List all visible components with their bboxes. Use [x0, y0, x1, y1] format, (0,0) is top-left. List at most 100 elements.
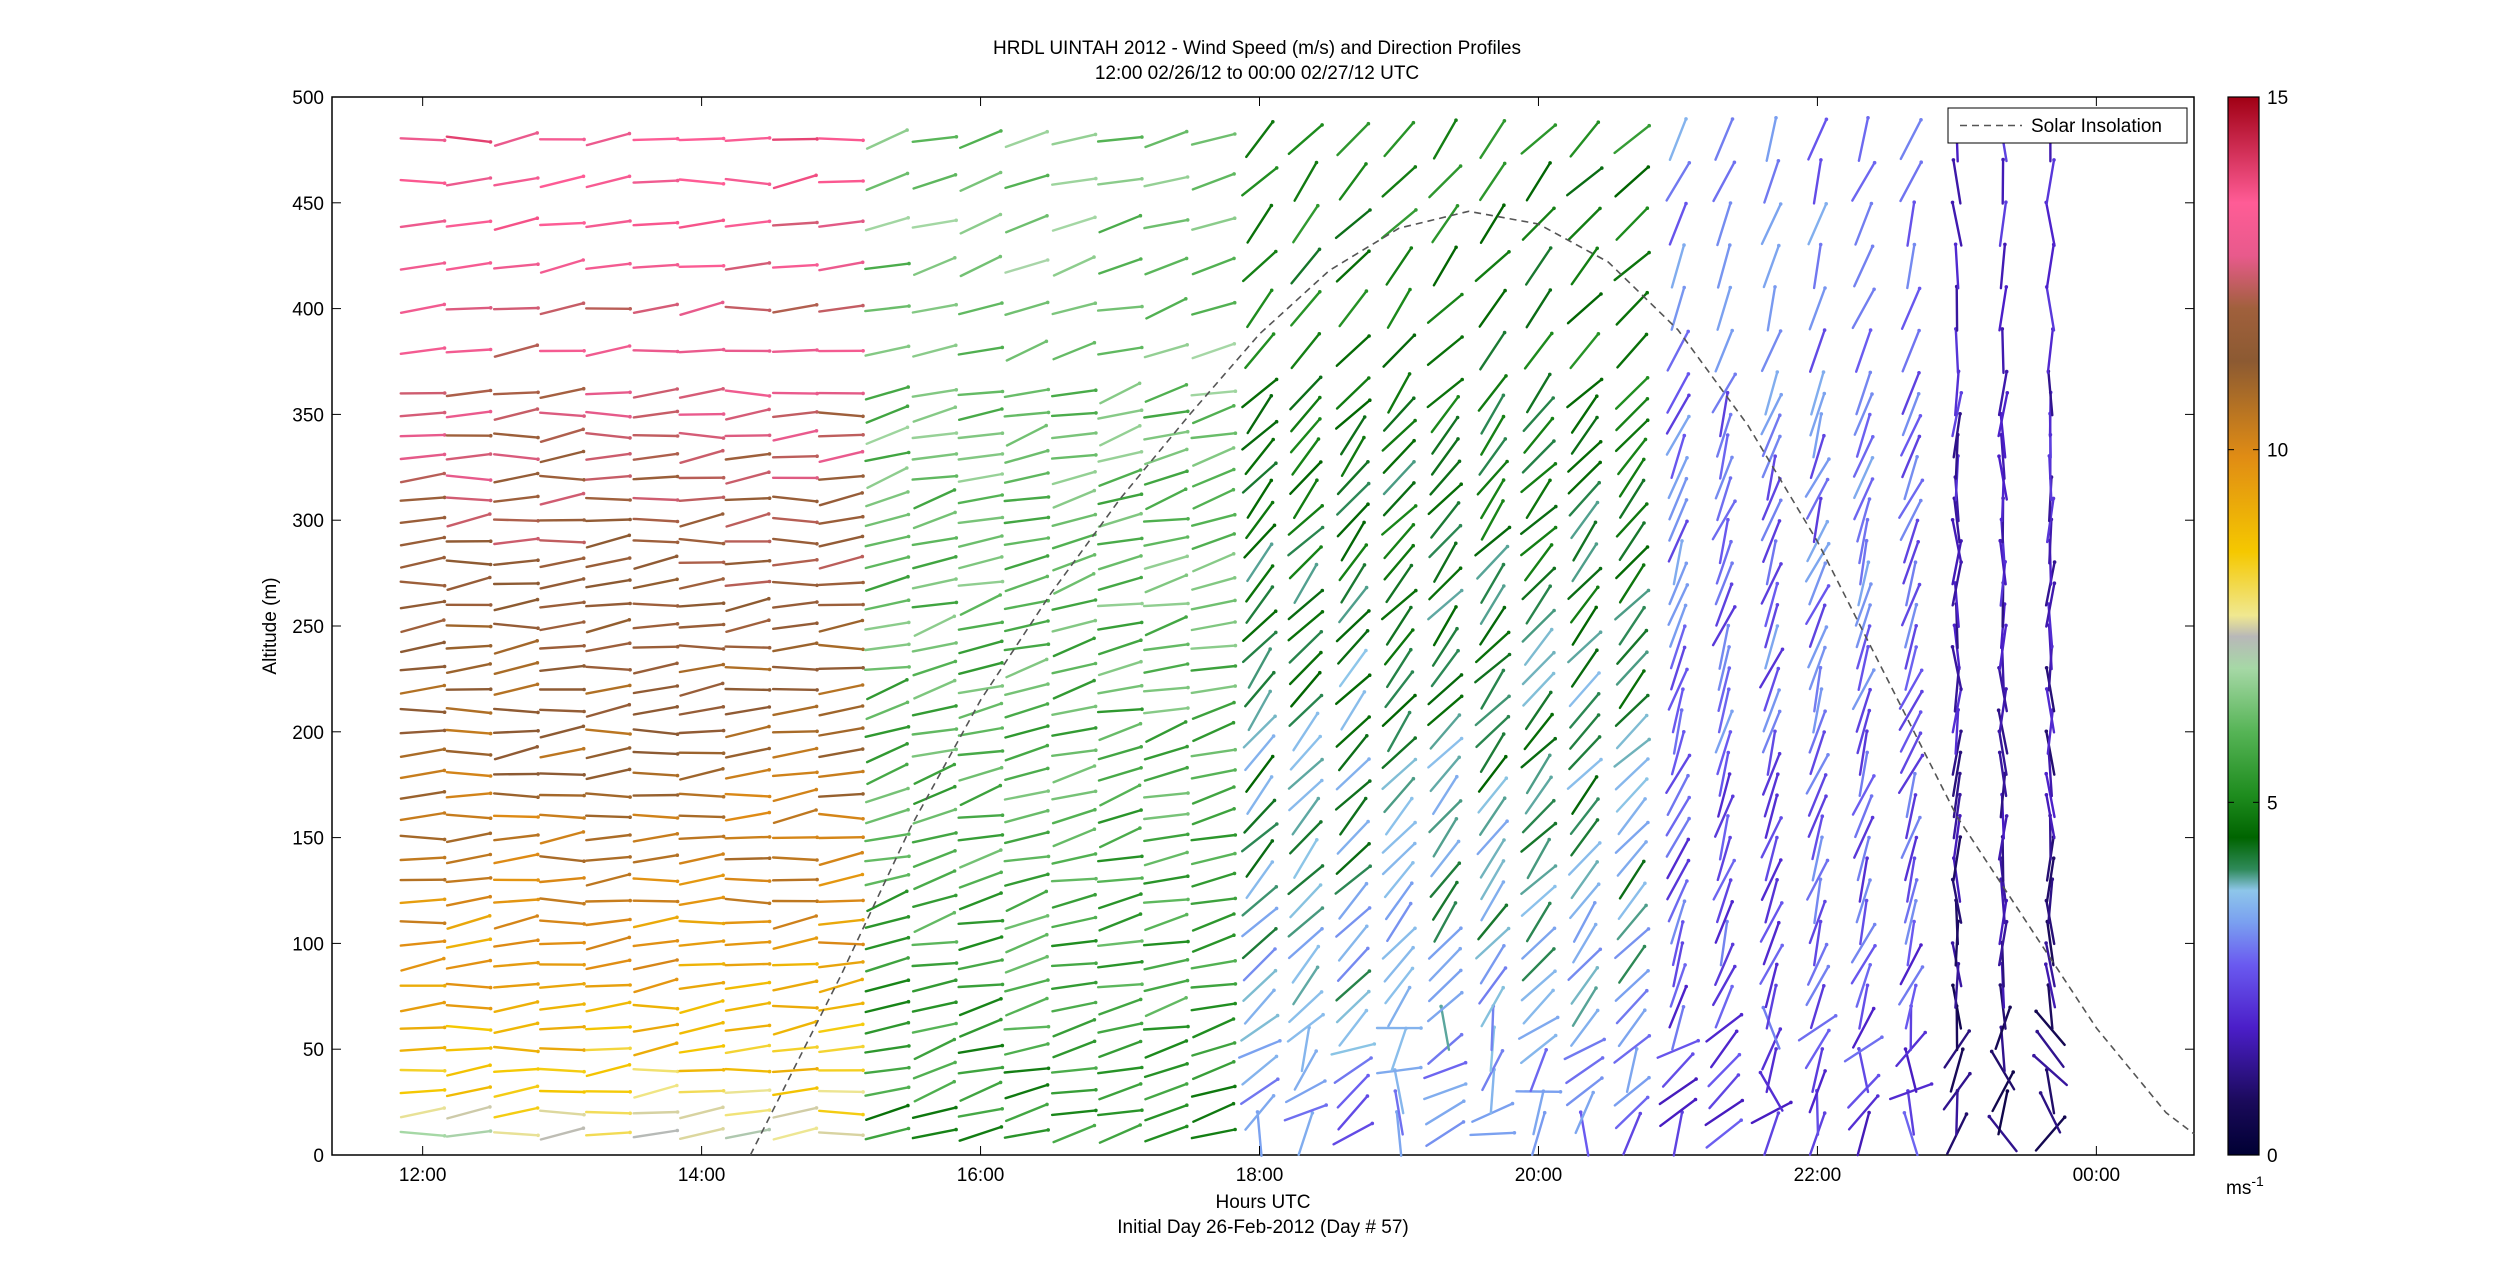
wind-barb-head	[675, 793, 680, 797]
wind-barb-head	[1728, 285, 1733, 290]
wind-barb-head	[1685, 583, 1690, 587]
wind-barb-head	[767, 962, 772, 966]
wind-barb-head	[442, 138, 447, 143]
wind-barb-head	[999, 765, 1004, 770]
wind-barb	[1479, 944, 1506, 985]
wind-barb	[1899, 118, 1923, 161]
wind-barb-head	[1274, 885, 1279, 889]
wind-barb	[1618, 479, 1645, 519]
wind-barb	[632, 705, 679, 716]
wind-barb-head	[1643, 1008, 1647, 1012]
wind-barb-head	[1775, 835, 1779, 840]
wind-barb	[1665, 796, 1691, 837]
wind-barb	[632, 1023, 679, 1033]
wind-barb	[865, 490, 910, 508]
wind-barb	[817, 792, 865, 798]
wind-barb	[911, 1106, 958, 1120]
wind-barb	[772, 914, 818, 930]
wind-barb-head	[1775, 624, 1780, 628]
wind-barb	[1005, 997, 1049, 1017]
wind-barb	[1565, 166, 1604, 197]
wind-barb-head	[1778, 329, 1783, 333]
wind-barb	[771, 1004, 819, 1010]
wind-barb	[865, 128, 909, 150]
wind-barb-head	[536, 710, 540, 715]
wind-barb	[913, 763, 956, 785]
wind-barb-head	[1457, 861, 1462, 865]
wind-barb	[492, 391, 540, 396]
wind-barb	[1003, 495, 1050, 503]
wind-barb-head	[627, 556, 632, 560]
wind-barb-head	[536, 390, 540, 395]
wind-barb	[957, 390, 1004, 397]
wind-barb	[1144, 1039, 1188, 1059]
wind-barb	[957, 726, 1004, 737]
wind-barb-head	[535, 661, 540, 665]
wind-barb-head	[721, 1127, 725, 1131]
wind-barb-head	[1320, 864, 1325, 868]
wind-barb-head	[488, 1006, 493, 1011]
wind-barb	[724, 897, 771, 905]
wind-barb-head	[1777, 751, 1782, 756]
wind-barb-head	[1368, 779, 1372, 783]
wind-barb-head	[1917, 286, 1922, 291]
wind-barb	[1568, 671, 1601, 708]
wind-barb-head	[1367, 969, 1372, 973]
wind-barb	[1990, 1050, 2016, 1091]
wind-barb	[1805, 584, 1830, 625]
wind-barb-head	[1093, 618, 1098, 623]
wind-barb	[1247, 647, 1272, 689]
wind-barb-head	[582, 687, 586, 692]
wind-barb	[957, 580, 1004, 587]
wind-barb	[772, 537, 819, 545]
wind-barb	[1190, 599, 1237, 611]
wind-barb-head	[675, 622, 680, 626]
wind-barb	[1142, 812, 1190, 821]
wind-barb-head	[1045, 574, 1050, 579]
wind-barb	[1901, 329, 1921, 373]
wind-barb	[724, 389, 771, 398]
wind-barb	[445, 938, 492, 949]
wind-barb-head	[627, 935, 632, 940]
wind-barb	[1191, 216, 1236, 231]
wind-barb	[445, 452, 492, 461]
wind-barb-head	[1868, 412, 1872, 417]
wind-barb	[1567, 631, 1602, 664]
wind-barb-head	[628, 261, 632, 266]
wind-barb	[912, 1061, 957, 1080]
wind-barb	[493, 683, 539, 696]
wind-barb	[493, 622, 540, 630]
wind-barb	[1052, 1018, 1096, 1038]
wind-barb	[957, 1066, 1004, 1075]
wind-barb-head	[1459, 926, 1463, 930]
wind-barb	[632, 939, 679, 948]
wind-barb-head	[1730, 328, 1734, 333]
wind-barb-head	[2004, 200, 2008, 204]
wind-barb-head	[1549, 690, 1553, 695]
wind-barb	[2045, 687, 2056, 734]
wind-barb	[1051, 852, 1097, 865]
wind-barb	[1144, 1125, 1189, 1143]
wind-barb-head	[1915, 518, 1920, 523]
wind-barb-head	[1779, 498, 1783, 503]
wind-barb-head	[999, 891, 1003, 895]
wind-barb	[1563, 1038, 1606, 1061]
wind-barb	[818, 1109, 865, 1116]
wind-barb	[539, 302, 585, 316]
wind-barb	[1815, 1089, 1820, 1136]
wind-barb-head	[1684, 476, 1689, 481]
wind-barb-head	[1139, 638, 1143, 642]
wind-barb-head	[488, 644, 493, 648]
wind-barb-head	[1552, 947, 1556, 951]
wind-barb	[1339, 415, 1366, 456]
wind-barb	[1906, 200, 1916, 247]
wind-barb	[1190, 852, 1237, 866]
wind-barb-head	[1646, 588, 1651, 593]
wind-barb-head	[1315, 478, 1319, 483]
wind-barb-head	[1093, 726, 1098, 730]
wind-barb-head	[1232, 172, 1236, 176]
wind-barb	[445, 559, 492, 566]
wind-barb-head	[861, 1133, 865, 1137]
wind-barb-head	[488, 512, 492, 516]
wind-barb-head	[1139, 1021, 1144, 1026]
